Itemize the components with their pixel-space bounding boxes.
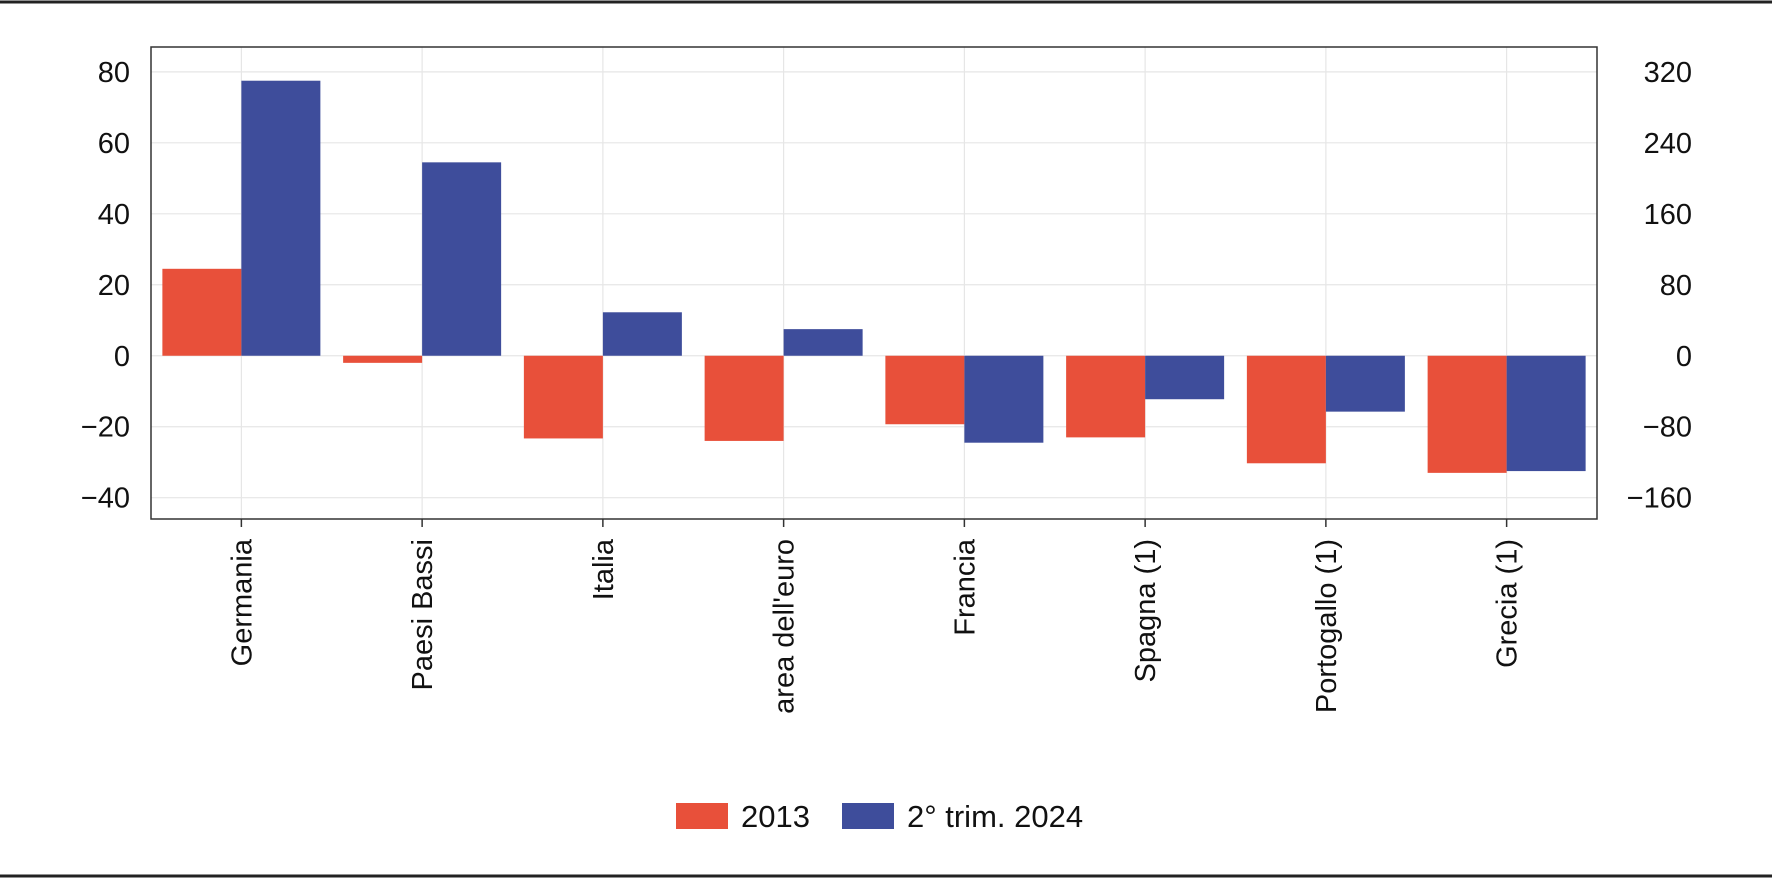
legend-label-1: 2° trim. 2024 [907, 799, 1083, 834]
y-left-tick-label: −40 [81, 483, 130, 515]
x-category-label: Italia [588, 538, 620, 600]
y-left-tick-label: 40 [98, 199, 130, 231]
x-category-label: Spagna (1) [1130, 539, 1162, 683]
x-category-label: area dell'euro [769, 539, 801, 714]
y-right-tick-label: 0 [1676, 341, 1692, 373]
y-right-tick-label: 80 [1660, 270, 1692, 302]
bar-series-2013-4 [885, 355, 965, 425]
bar-series-2013-2 [523, 355, 603, 439]
y-left-tick-label: 60 [98, 128, 130, 160]
bar-series-2024-0 [241, 80, 321, 356]
bar-series-2013-3 [704, 355, 784, 441]
bar-series-2024-3 [783, 329, 863, 356]
plot-frame [150, 46, 1598, 520]
x-category-label: Francia [949, 538, 981, 636]
bar-series-2024-5 [1145, 355, 1225, 400]
x-category-label: Germania [226, 538, 258, 666]
bar-series-2013-0 [162, 268, 242, 356]
y-right-tick-label: 320 [1644, 57, 1692, 89]
bar-series-2024-1 [422, 162, 502, 356]
x-category-label: Portogallo (1) [1311, 539, 1343, 713]
legend-label-0: 2013 [741, 799, 810, 834]
x-category-label: Grecia (1) [1492, 539, 1524, 668]
bar-series-2013-1 [343, 355, 423, 363]
y-left-tick-label: −20 [81, 412, 130, 444]
bar-series-2013-7 [1427, 355, 1507, 473]
bar-series-2024-4 [964, 355, 1044, 443]
x-category-label: Paesi Bassi [407, 539, 439, 691]
legend-swatch-0 [676, 803, 728, 829]
y-left-tick-label: 80 [98, 57, 130, 89]
y-left-tick-label: 20 [98, 270, 130, 302]
bar-series-2024-2 [602, 312, 682, 356]
y-right-tick-label: −80 [1643, 412, 1692, 444]
y-right-tick-label: 240 [1644, 128, 1692, 160]
y-right-tick-label: −160 [1627, 483, 1692, 515]
legend-swatch-1 [842, 803, 894, 829]
bar-series-2013-6 [1246, 355, 1326, 464]
bar-series-2024-6 [1325, 355, 1405, 412]
bar-series-2024-7 [1506, 355, 1586, 472]
y-right-tick-label: 160 [1644, 199, 1692, 231]
y-left-tick-label: 0 [114, 341, 130, 373]
bar-series-2013-5 [1066, 355, 1146, 438]
legend: 2013 2° trim. 2024 [676, 799, 1083, 834]
